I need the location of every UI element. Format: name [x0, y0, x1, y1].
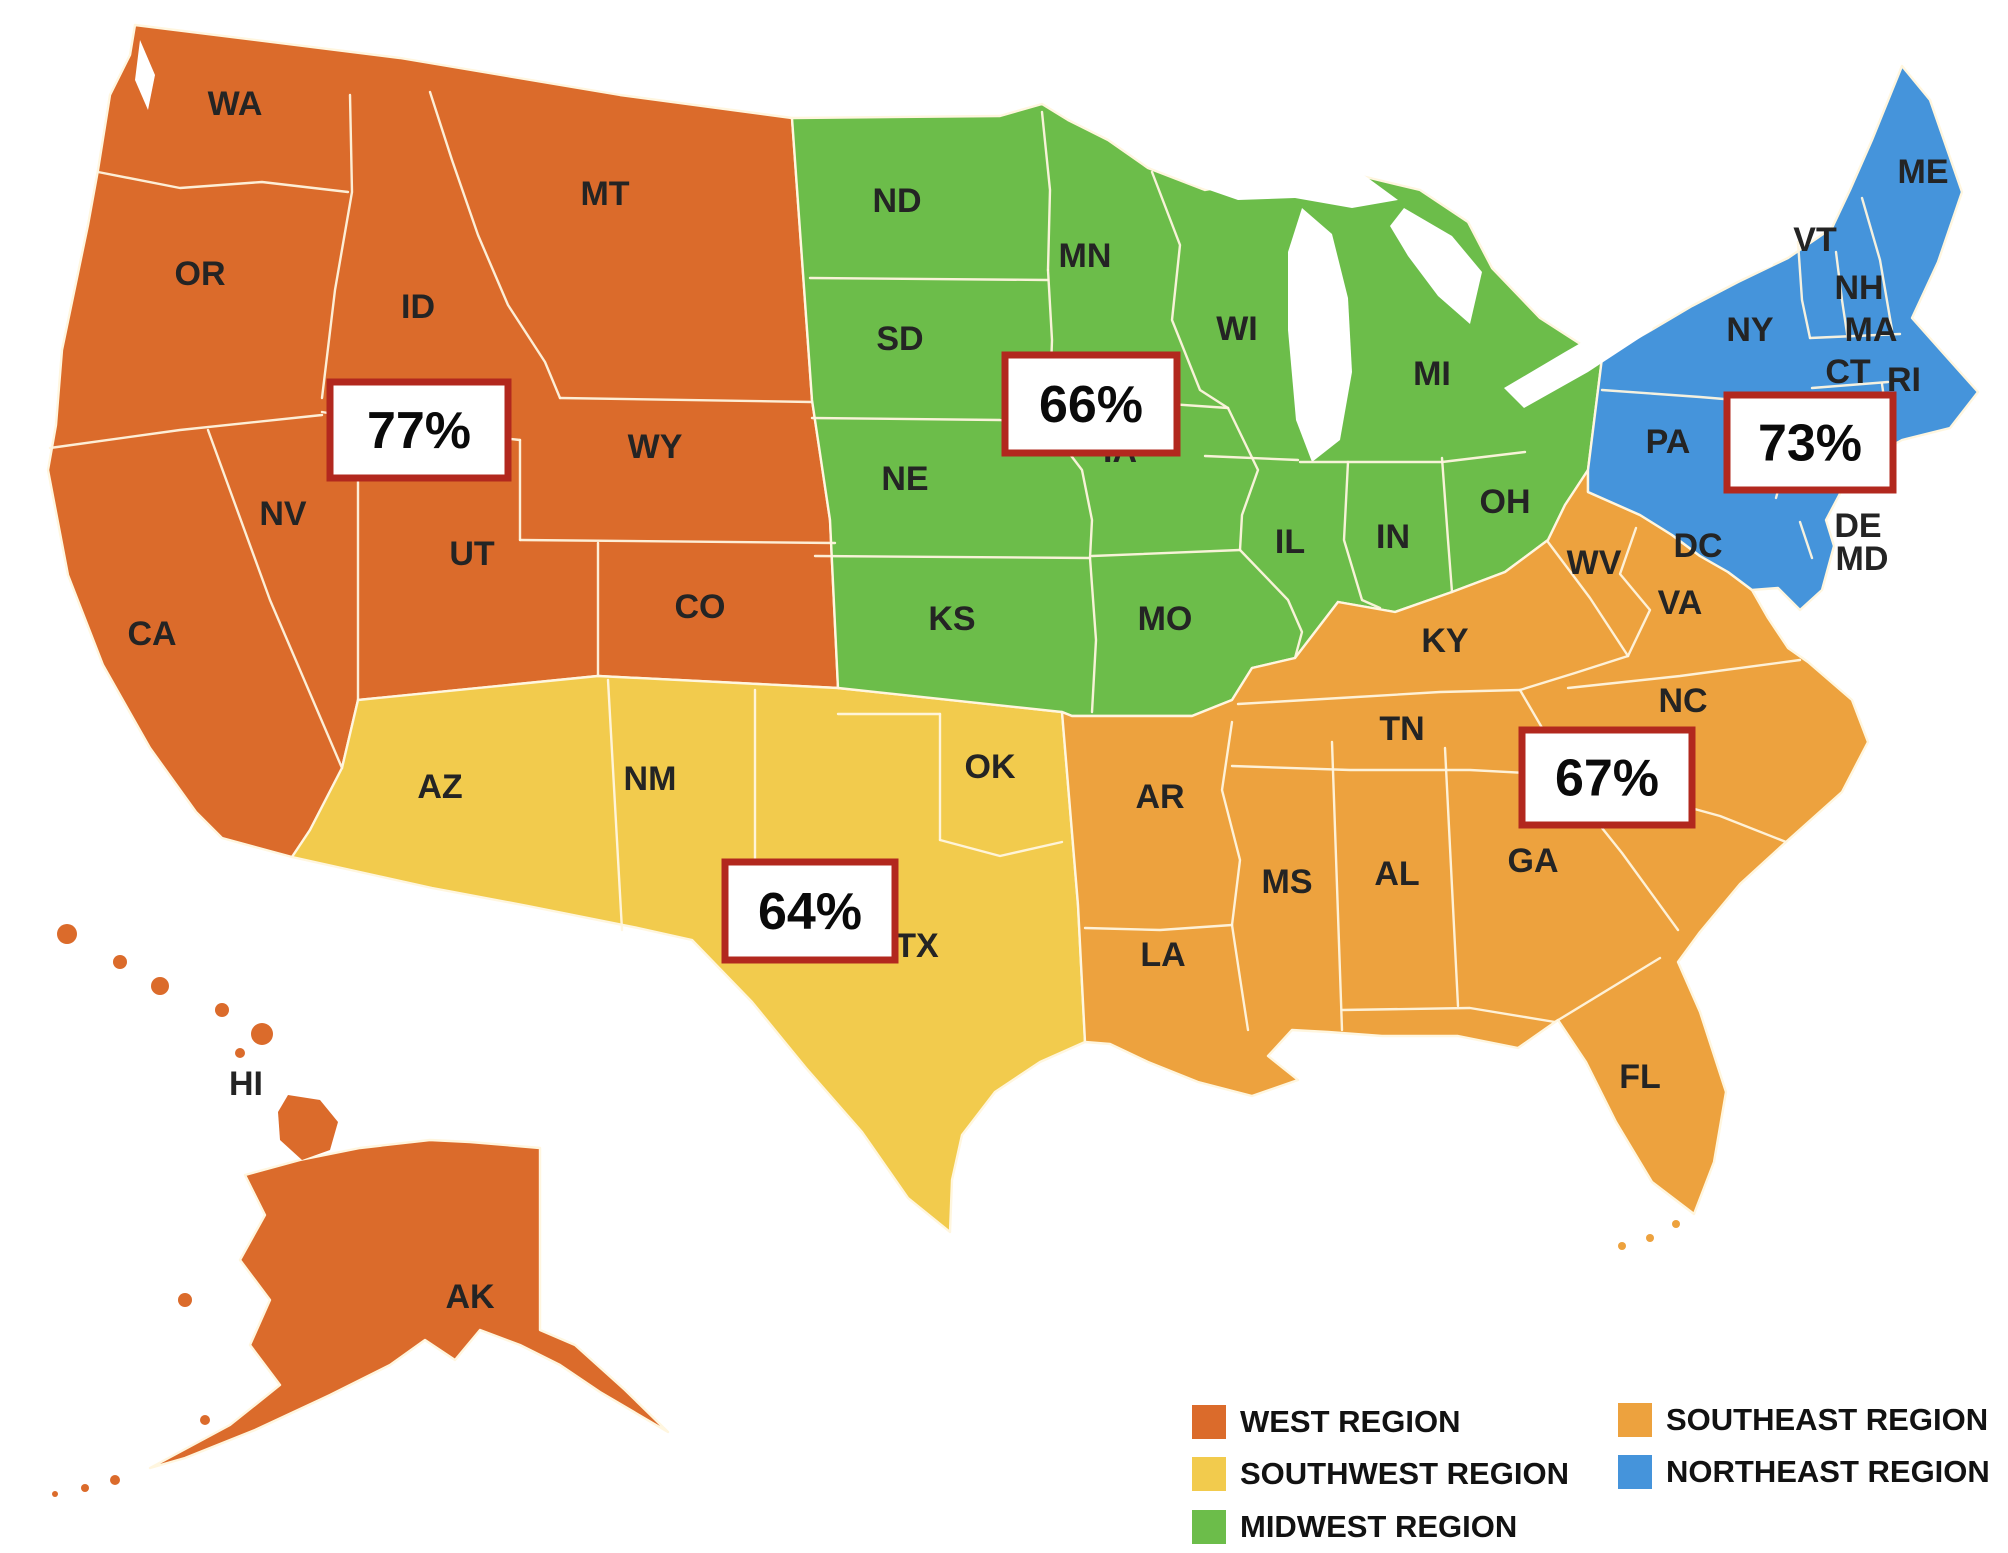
percent-box-frame: [1723, 391, 1897, 494]
state-label-in: IN: [1376, 518, 1410, 556]
legend-label-northeast: NORTHEAST REGION: [1666, 1454, 1990, 1489]
hawaii-islands: [57, 924, 338, 1160]
state-label-mt: MT: [580, 175, 629, 213]
state-label-il: IL: [1275, 523, 1305, 561]
percent-box-midwest: 66%: [1001, 351, 1181, 457]
legend-label-west: WEST REGION: [1240, 1404, 1460, 1439]
alaska-shape: [148, 1138, 670, 1470]
state-label-ny: NY: [1726, 311, 1774, 349]
lake-superior: [1150, 128, 1398, 208]
legend-swatch-midwest: [1192, 1510, 1226, 1544]
state-label-me: ME: [1898, 153, 1949, 191]
percent-value-west: 77%: [367, 402, 471, 460]
legend-label-midwest: MIDWEST REGION: [1240, 1509, 1517, 1544]
state-label-wi: WI: [1216, 310, 1258, 348]
state-label-fl: FL: [1619, 1058, 1661, 1096]
legend: WEST REGION SOUTHWEST REGION MIDWEST REGIO…: [1192, 1402, 1990, 1544]
percent-value-midwest: 66%: [1039, 376, 1143, 434]
percent-value-northeast: 73%: [1758, 415, 1862, 473]
percent-box-frame: [721, 858, 899, 964]
great-lakes: [135, 40, 1788, 462]
state-label-hi: HI: [229, 1065, 263, 1103]
state-label-nd: ND: [872, 182, 921, 220]
lake-michigan: [1288, 208, 1352, 462]
state-label-nh: NH: [1834, 269, 1883, 307]
state-label-ak: AK: [445, 1278, 495, 1316]
state-label-md: MD: [1836, 540, 1889, 578]
lake-huron: [1390, 208, 1482, 324]
region-shapes: [46, 23, 1980, 1497]
state-label-nm: NM: [624, 760, 677, 798]
state-label-ct: CT: [1825, 353, 1871, 391]
state-label-or: OR: [175, 255, 226, 293]
percent-box-northeast: 73%: [1723, 391, 1897, 494]
state-label-id: ID: [401, 288, 435, 326]
state-label-pa: PA: [1646, 423, 1691, 461]
state-label-la: LA: [1140, 936, 1185, 974]
state-label-nc: NC: [1658, 682, 1707, 720]
percent-boxes: 77% 66% 73% 64% 67%: [326, 351, 1897, 964]
state-label-ky: KY: [1421, 622, 1469, 660]
state-label-ok: OK: [965, 748, 1016, 786]
state-label-ca: CA: [127, 615, 176, 653]
puget-sound: [135, 40, 155, 110]
percent-value-southeast: 67%: [1555, 750, 1659, 808]
hawaii-big-island: [278, 1095, 338, 1160]
state-label-va: VA: [1658, 584, 1703, 622]
state-label-de: DE: [1834, 507, 1881, 545]
percent-box-frame: [1001, 351, 1181, 457]
legend-swatch-northeast: [1618, 1455, 1652, 1489]
florida-keys: [1618, 1220, 1680, 1250]
state-label-sd: SD: [876, 320, 923, 358]
aleutian-islands: [52, 1293, 210, 1497]
legend-swatch-southeast: [1618, 1403, 1652, 1437]
legend-swatch-west: [1192, 1405, 1226, 1439]
state-label-ms: MS: [1262, 863, 1313, 901]
state-label-ma: MA: [1845, 311, 1898, 349]
percent-box-west: 77%: [326, 378, 512, 482]
percent-box-southwest: 64%: [721, 858, 899, 964]
state-label-mi: MI: [1413, 355, 1451, 393]
lake-ontario: [1682, 238, 1788, 286]
percent-value-southwest: 64%: [758, 883, 862, 941]
lake-erie: [1504, 296, 1664, 408]
state-label-dc: DC: [1673, 527, 1722, 565]
percent-box-frame: [326, 378, 512, 482]
state-label-tn: TN: [1379, 710, 1424, 748]
state-label-mo: MO: [1138, 600, 1193, 638]
state-label-nv: NV: [259, 495, 307, 533]
legend-swatch-southwest: [1192, 1457, 1226, 1491]
percent-box-southeast: 67%: [1518, 726, 1696, 829]
legend-label-southwest: SOUTHWEST REGION: [1240, 1456, 1569, 1491]
percent-box-frame: [1518, 726, 1696, 829]
legend-label-southeast: SOUTHEAST REGION: [1666, 1402, 1988, 1437]
state-label-ut: UT: [449, 535, 495, 573]
state-label-tx: TX: [895, 927, 939, 965]
state-label-ne: NE: [881, 460, 928, 498]
state-label-wy: WY: [628, 428, 683, 466]
northeast-region-shape: [1586, 64, 1980, 612]
state-label-az: AZ: [417, 768, 462, 806]
state-label-mn: MN: [1059, 237, 1112, 275]
state-label-vt: VT: [1793, 221, 1837, 259]
state-label-ks: KS: [928, 600, 975, 638]
state-label-ar: AR: [1135, 778, 1184, 816]
state-label-ga: GA: [1508, 842, 1559, 880]
state-label-al: AL: [1374, 855, 1419, 893]
state-label-wv: WV: [1567, 544, 1622, 582]
state-label-co: CO: [675, 588, 726, 626]
state-label-oh: OH: [1480, 483, 1531, 521]
state-labels: WAORMTIDWYNVUTCACOAZNMOKTXNDSDNEKSMNIAMO…: [127, 85, 1948, 1316]
state-label-wa: WA: [208, 85, 263, 123]
southeast-region-shape: [1060, 468, 1870, 1216]
